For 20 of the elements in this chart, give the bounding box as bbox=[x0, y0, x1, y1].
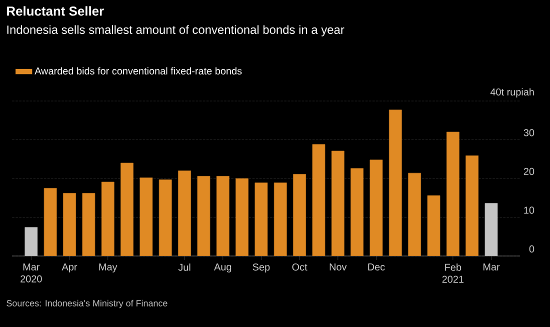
y-tick-label: 10 bbox=[524, 206, 534, 214]
x-tick-label: Aug bbox=[214, 264, 232, 272]
source-note: Sources: Indonesia's Ministry of Finance bbox=[6, 300, 168, 308]
x-tick-label: May bbox=[99, 264, 118, 272]
x-tick-label: Jul bbox=[178, 264, 190, 271]
y-tick-label: 20 bbox=[524, 168, 534, 175]
legend-label: Awarded bids for conventional fixed-rate bonds bbox=[34, 67, 242, 75]
chart-title: Reluctant Seller bbox=[7, 6, 104, 16]
x-tick-label: Sep bbox=[252, 264, 270, 273]
x-tick-label: Feb 2021 bbox=[442, 264, 464, 283]
x-tick-label: Mar 2020 bbox=[20, 264, 42, 282]
chart-subtitle: Indonesia sells smallest amount of conventional bonds in a year bbox=[7, 25, 344, 36]
y-tick-label: 0 bbox=[529, 245, 534, 252]
x-tick-label: Mar bbox=[483, 264, 500, 270]
x-tick-label: Apr bbox=[62, 264, 78, 272]
y-tick-label: 30 bbox=[524, 129, 534, 136]
y-tick-label: 40t rupiah bbox=[490, 88, 534, 98]
x-tick-label: Nov bbox=[330, 264, 347, 270]
x-tick-label: Oct bbox=[292, 264, 308, 271]
x-tick-label: Dec bbox=[368, 264, 385, 270]
